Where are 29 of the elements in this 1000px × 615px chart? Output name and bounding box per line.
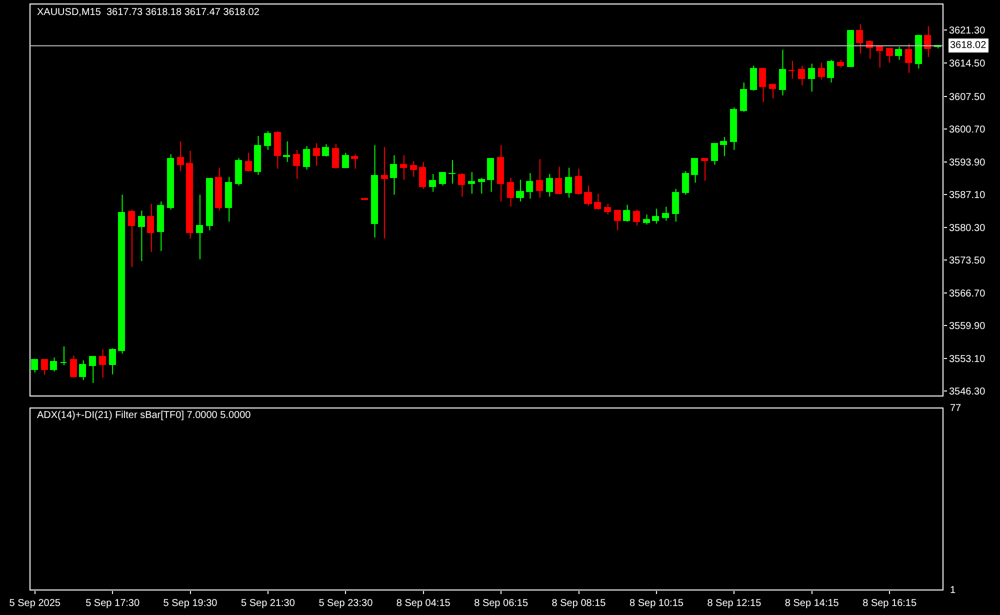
y-tick-label: 3580.30 (949, 222, 986, 234)
y-tick-label: 3546.30 (949, 386, 986, 398)
y-tick-label: 3573.50 (949, 256, 986, 267)
y-tick-label: 3614.50 (949, 58, 986, 70)
category-label: 5 Sep 21:30 (240, 598, 296, 609)
y-tick-label: 3587.10 (949, 190, 986, 202)
ref-line-label: 3618.02 (950, 40, 987, 51)
text: 1 (950, 585, 956, 596)
category-label: 8 Sep 12:15 (707, 598, 762, 609)
category-label: 5 Sep 19:30 (163, 598, 218, 609)
y-tick-label: 3593.90 (949, 157, 986, 168)
y-tick-label: 3553.10 (949, 354, 986, 365)
y-tick-label: 3559.90 (949, 321, 986, 332)
category-label: 8 Sep 16:15 (862, 598, 917, 609)
category-label: 8 Sep 10:15 (630, 598, 684, 609)
category-label: 8 Sep 04:15 (396, 598, 451, 609)
y-tick-label: 3621.30 (949, 26, 986, 36)
chart-title: XAUUSD,M15 3617.73 3618.18 3617.47 3618.02 (37, 7, 260, 18)
category-label: 8 Sep 08:15 (552, 598, 606, 609)
text: 77 (950, 403, 962, 414)
y-tick-label: 3566.70 (949, 288, 986, 300)
category-label: 5 Sep 23:30 (318, 598, 374, 609)
text: ADX(14)+-DI(21) Filter sBar[TF0] 7.0000 5.0000 (37, 410, 252, 421)
category-label: 5 Sep 2025 (9, 598, 61, 609)
category-label: 8 Sep 06:15 (474, 598, 528, 609)
y-tick-label: 3600.70 (949, 124, 986, 136)
category-label: 5 Sep 17:30 (86, 598, 140, 609)
category-label: 8 Sep 14:15 (784, 598, 840, 609)
y-tick-label: 3607.50 (949, 92, 986, 103)
